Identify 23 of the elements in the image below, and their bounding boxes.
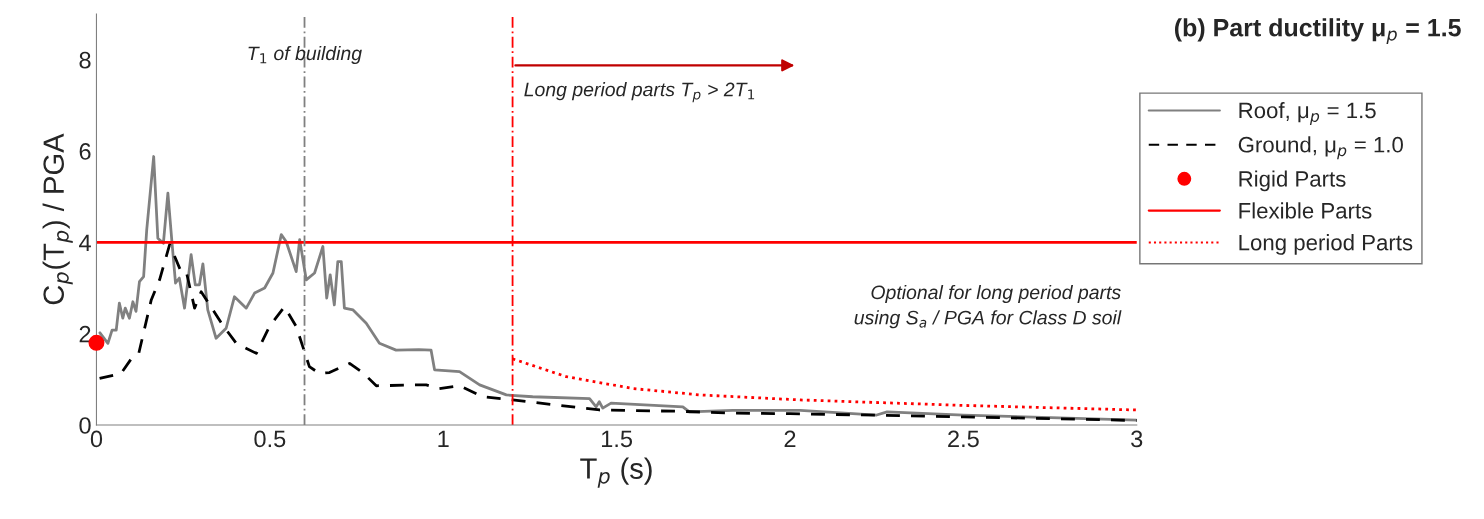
y-tick-label: 4 — [79, 234, 91, 251]
x-tick-label: 2 — [784, 430, 796, 448]
legend-label: Ground, μ$_{p}$ = 1.0 — [1238, 136, 1403, 160]
text: (b) Part ductility μ$_{p}$ = 1.5 — [1174, 18, 1461, 45]
annotation: Long period parts T$_{p}$ > 2T$_{1}$ — [524, 82, 755, 103]
y-tick-label: 0 — [79, 417, 91, 434]
annotation: Optional for long period parts using S$_{a}$ / PGA for Class D soil — [854, 284, 1122, 329]
x-tick-label: 0.5 — [254, 430, 286, 448]
y-tick-label: 2 — [79, 325, 91, 343]
legend-label: Rigid Parts — [1239, 170, 1346, 192]
ref-line-label: T$_{1}$ of building — [248, 45, 362, 65]
x-tick-label: 1 — [438, 430, 449, 448]
y-tick-label: 8 — [79, 51, 91, 69]
x-tick-label: 3 — [1131, 430, 1143, 448]
legend-label: Roof, μ$_{p}$ = 1.5 — [1239, 102, 1376, 125]
x-axis-title: T$_{p}$ (s) — [580, 457, 652, 488]
x-tick-label: 1.5 — [601, 430, 633, 448]
y-axis-title: C$_{p}$(T$_{p}$) / PGA — [42, 133, 73, 305]
x-tick-label: 0 — [90, 430, 103, 448]
legend-label: Flexible Parts — [1239, 202, 1372, 219]
y-tick-label: 6 — [79, 143, 91, 160]
legend-label: Long period Parts — [1239, 234, 1413, 255]
x-tick-label: 2.5 — [948, 430, 979, 448]
